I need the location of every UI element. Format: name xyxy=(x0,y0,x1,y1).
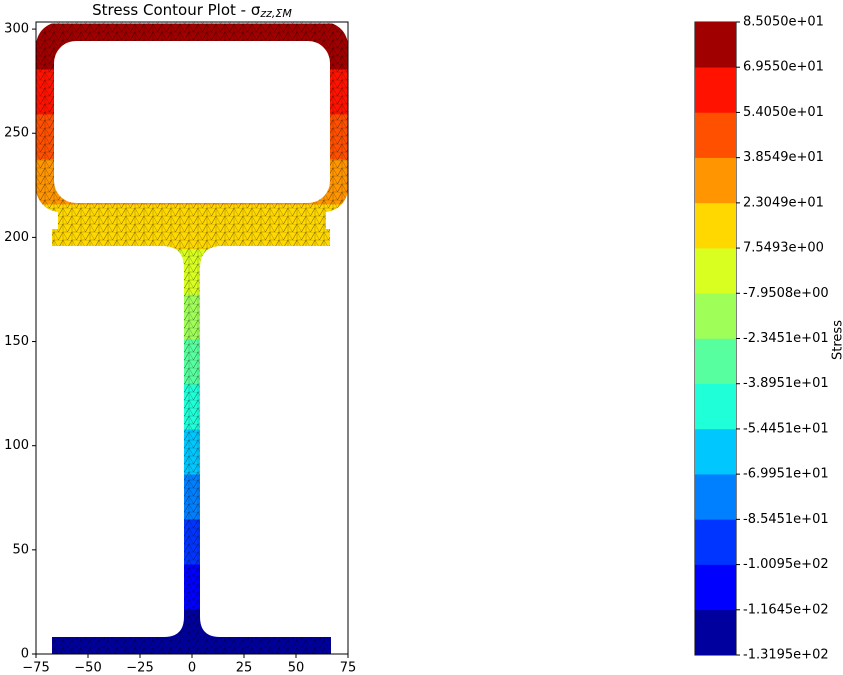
x-tick-label: 0 xyxy=(188,661,196,675)
colorbar-band xyxy=(695,473,736,520)
chart-title: Stress Contour Plot - σzz,ΣM xyxy=(92,1,292,21)
colorbar-tick-label: 5.4050e+01 xyxy=(743,105,824,120)
x-tick-label: −50 xyxy=(74,661,101,675)
y-tick-label: 50 xyxy=(12,542,29,557)
title-subscript: zz,ΣM xyxy=(259,7,292,20)
colorbar-tick-label: -1.0095e+02 xyxy=(743,557,829,572)
colorbar-tick-label: -7.9508e+00 xyxy=(743,286,829,301)
x-tick-label: 50 xyxy=(288,661,305,675)
colorbar-tick-label: -5.4451e+01 xyxy=(743,421,829,436)
colorbar-band xyxy=(695,66,736,113)
colorbar-tick-label: -1.1645e+02 xyxy=(743,602,829,617)
colorbar-tick-label: -2.3451e+01 xyxy=(743,331,829,346)
colorbar-tick-label: 7.5493e+00 xyxy=(743,241,824,256)
colorbar-band xyxy=(695,21,736,68)
colorbar-band xyxy=(695,247,736,294)
colorbar-label: Stress xyxy=(831,320,843,360)
colorbar-band xyxy=(695,519,736,565)
x-tick-label: −25 xyxy=(126,661,153,675)
colorbar-band xyxy=(695,383,736,430)
contour-field xyxy=(36,22,348,655)
x-tick-label: −75 xyxy=(22,661,49,675)
colorbar-band xyxy=(695,609,736,656)
colorbar-tick-label: 3.8549e+01 xyxy=(743,150,824,165)
colorbar-band xyxy=(695,112,736,158)
colorbar-tick-label: -6.9951e+01 xyxy=(743,467,829,482)
y-tick-label: 0 xyxy=(21,647,29,662)
colorbar-band xyxy=(695,564,736,611)
y-tick-label: 200 xyxy=(4,230,29,245)
colorbar-band xyxy=(695,157,736,204)
colorbar-tick-label: -8.5451e+01 xyxy=(743,512,829,527)
y-tick-label: 150 xyxy=(4,334,29,349)
colorbar-band xyxy=(695,338,736,385)
colorbar-tick-label: 6.9550e+01 xyxy=(743,60,824,75)
colorbar-band xyxy=(695,428,736,475)
x-tick-label: 75 xyxy=(340,661,357,675)
y-tick-label: 100 xyxy=(4,438,29,453)
x-tick-label: 25 xyxy=(236,661,253,675)
y-tick-label: 250 xyxy=(4,126,29,141)
title-main: Stress Contour Plot - σ xyxy=(92,1,261,19)
colorbar-band xyxy=(695,292,736,339)
colorbar-tick-label: 2.3049e+01 xyxy=(743,195,824,210)
colorbar-band xyxy=(695,202,736,249)
colorbar-tick-label: -1.3195e+02 xyxy=(743,648,829,663)
y-tick-label: 300 xyxy=(4,22,29,37)
colorbar-tick-label: 8.5050e+01 xyxy=(743,15,824,30)
colorbar-tick-label: -3.8951e+01 xyxy=(743,376,829,391)
mesh xyxy=(36,22,348,654)
